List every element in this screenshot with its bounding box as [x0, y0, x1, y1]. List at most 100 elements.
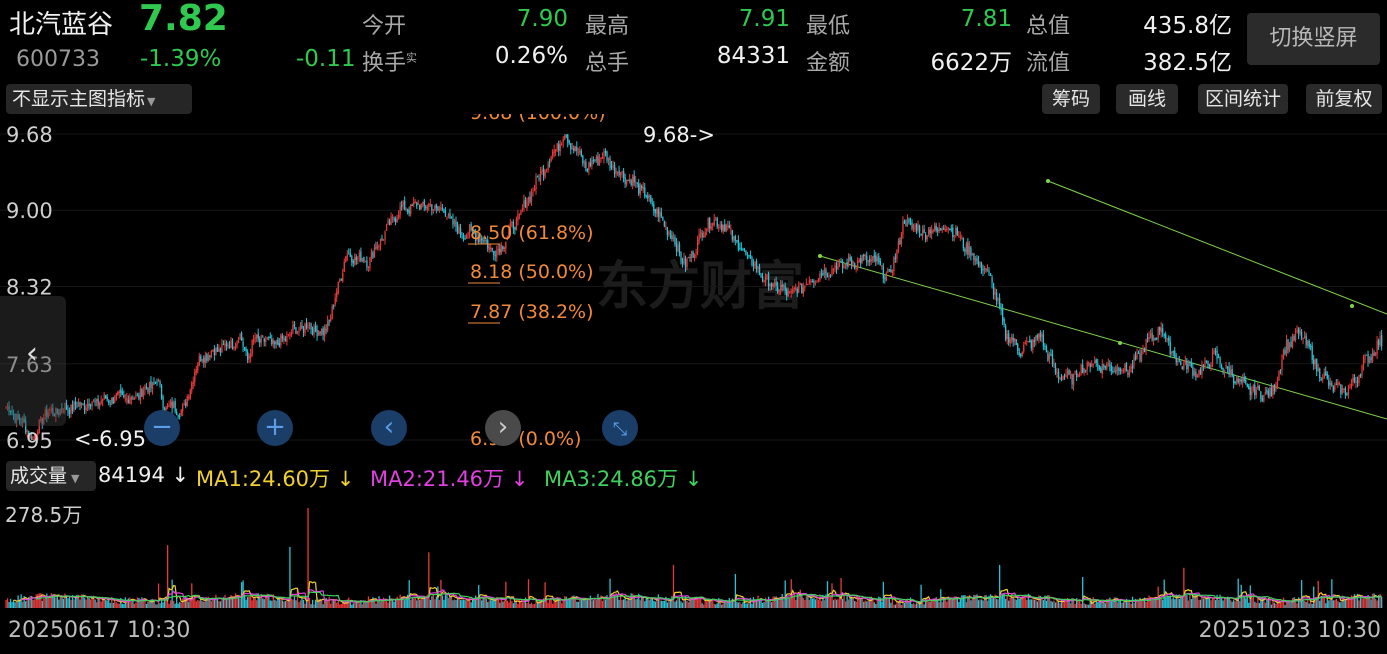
volume-bar: [706, 599, 708, 608]
candle-body: [1166, 338, 1168, 340]
start-date: 20250617 10:30: [8, 618, 191, 643]
volume-bar: [245, 599, 247, 608]
candle-body: [612, 165, 614, 168]
fib-level-label: 8.50 (61.8%): [470, 222, 594, 244]
volume-bar: [524, 597, 527, 608]
volume-bar: [1365, 598, 1368, 608]
volume-bar: [1367, 594, 1369, 608]
volume-bar: [619, 594, 622, 608]
chip-button[interactable]: 筹码: [1042, 84, 1100, 114]
candle-body: [1201, 364, 1203, 375]
candle-body: [733, 236, 735, 241]
volume-bar: [80, 594, 83, 608]
candle-body: [589, 161, 592, 167]
volume-bar: [404, 600, 406, 608]
volume-bar: [239, 598, 241, 608]
indicator-select[interactable]: 不显示主图指标 ▼: [6, 84, 192, 114]
volume-bar: [929, 601, 931, 608]
candle-body: [47, 412, 49, 418]
candle-body: [929, 229, 931, 234]
candle-body: [322, 328, 324, 336]
volume-bar: [105, 600, 107, 608]
candle-body: [1020, 354, 1022, 357]
collapse-icon: ⤡: [612, 419, 628, 440]
volume-bar: [968, 594, 971, 608]
zoom-out-button[interactable]: −: [144, 410, 180, 446]
volume-bar: [222, 597, 225, 608]
candle-body: [394, 219, 397, 223]
candle-body: [1097, 363, 1099, 366]
volume-bar: [1266, 599, 1268, 608]
scroll-right-button[interactable]: ›: [485, 410, 521, 446]
candle-body: [136, 394, 139, 396]
candle-body: [1023, 345, 1025, 352]
reset-zoom-button[interactable]: ⤡: [602, 410, 638, 446]
candle-body: [769, 284, 771, 287]
candle-body: [592, 160, 595, 162]
volume-bar: [727, 601, 729, 608]
candle-body: [876, 257, 878, 262]
candle-body: [1335, 384, 1338, 386]
candle-body: [1368, 357, 1371, 364]
volume-bar: [1282, 597, 1285, 608]
candle-body: [1169, 341, 1171, 355]
candle-body: [867, 260, 869, 262]
candle-body: [103, 394, 105, 400]
volume-bar: [1032, 599, 1034, 608]
volume-bar: [1039, 595, 1042, 608]
volume-bar: [481, 600, 483, 608]
volume-bar: [897, 601, 900, 608]
candle-body: [565, 135, 567, 137]
draw-line-button[interactable]: 画线: [1116, 84, 1178, 114]
candle-body: [41, 418, 43, 425]
candle-body: [1254, 384, 1256, 396]
volume-bar: [1216, 594, 1218, 608]
forward-adjust-button[interactable]: 前复权: [1306, 84, 1382, 114]
end-date: 20251023 10:30: [1198, 618, 1381, 643]
volume-bar: [141, 597, 143, 608]
candle-body: [461, 236, 463, 238]
volume-bar: [775, 596, 777, 608]
candle-body: [946, 229, 948, 231]
candle-body: [1079, 374, 1081, 376]
volume-bar: [847, 599, 850, 608]
candle-body: [173, 402, 175, 408]
zoom-in-button[interactable]: +: [257, 410, 293, 446]
turnover-sup: 实: [406, 51, 418, 65]
volume-bar: [1304, 600, 1306, 608]
volume-bar: [515, 599, 518, 608]
candle-body: [737, 239, 740, 250]
candle-body: [171, 401, 173, 409]
candle-body: [795, 287, 797, 290]
vertical-screen-button[interactable]: 切换竖屏: [1247, 13, 1380, 65]
volume-bar: [1140, 599, 1143, 608]
candle-body: [1252, 385, 1254, 391]
volume-bar: [476, 596, 478, 608]
candle-body: [796, 289, 798, 294]
range-stats-button[interactable]: 区间统计: [1198, 84, 1288, 114]
side-prev-panel[interactable]: ‹: [0, 296, 66, 426]
volume-bar: [1160, 597, 1162, 608]
volume-bar: [668, 600, 670, 608]
volume-bar: [444, 595, 447, 608]
candle-body: [1068, 370, 1070, 375]
volume-bar: [1294, 599, 1297, 608]
candle-body: [1062, 375, 1064, 380]
candle-body: [80, 402, 83, 405]
candlestick-chart[interactable]: 东方财富 8.50 (61.8%)8.18 (50.0%)7.87 (38.2%…: [0, 114, 1387, 454]
scroll-left-button[interactable]: ‹: [371, 410, 407, 446]
volume-bar: [1222, 600, 1224, 608]
volume-chart[interactable]: 278.5万: [0, 490, 1387, 615]
candle-body: [491, 248, 493, 251]
volume-bar: [275, 600, 277, 608]
chevron-left-icon[interactable]: ‹: [26, 336, 38, 371]
candle-body: [304, 323, 306, 334]
volume-select[interactable]: 成交量 ▼: [6, 461, 96, 491]
candle-body: [141, 389, 143, 397]
volume-bar: [1226, 596, 1229, 608]
volume-bar: [139, 600, 142, 608]
candle-body: [23, 418, 25, 423]
volume-bar: [1371, 593, 1374, 608]
volume-bar: [650, 599, 652, 608]
candle-body: [811, 281, 814, 283]
